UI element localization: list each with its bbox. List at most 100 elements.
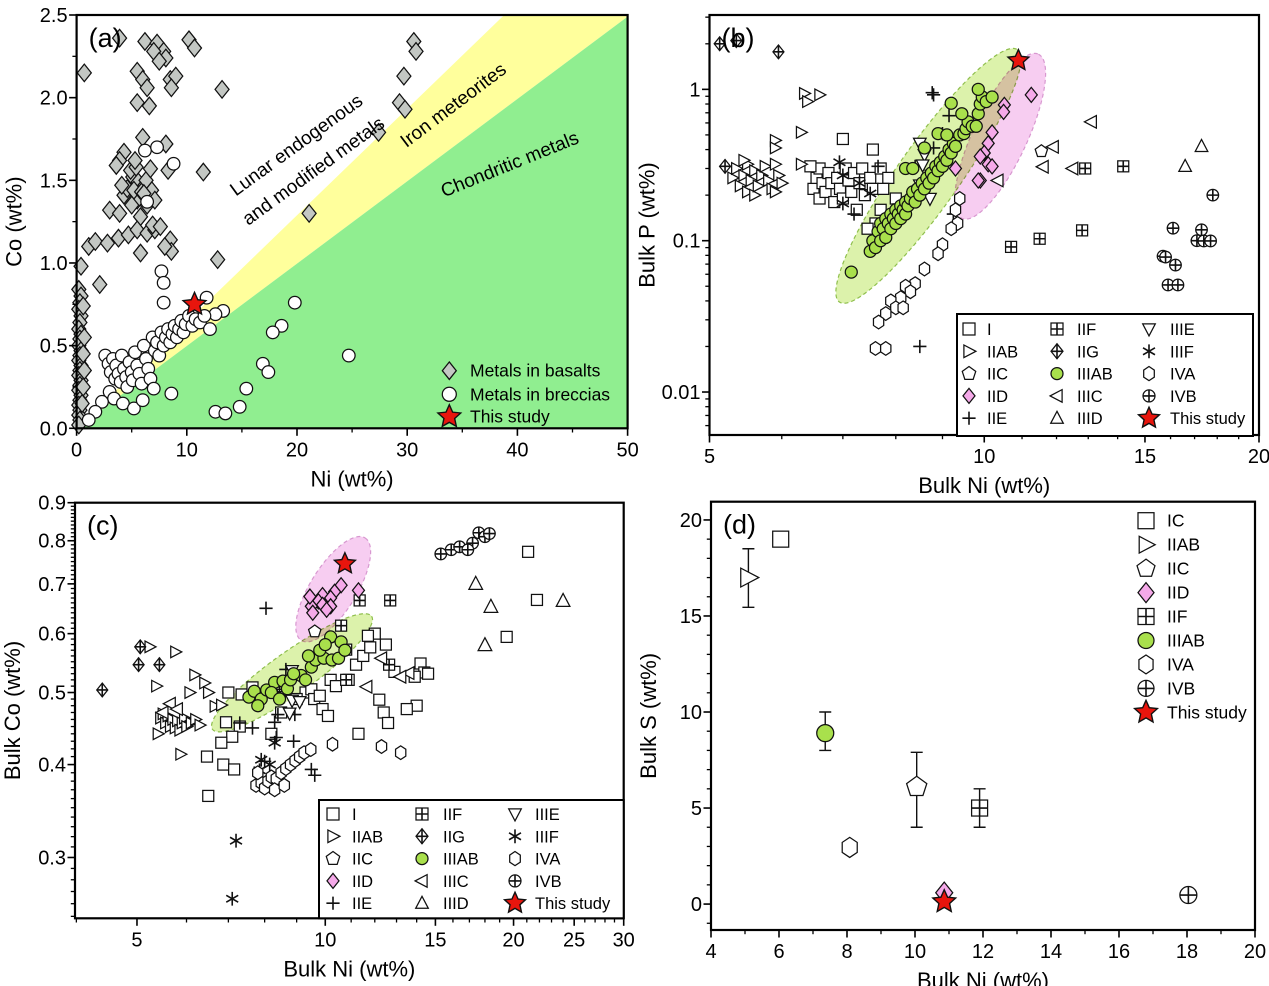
marker-IIAB	[184, 685, 198, 700]
marker-IIE	[847, 207, 861, 221]
legend-item-IIID: IIID	[414, 894, 469, 913]
marker-I	[349, 658, 363, 671]
y-tick-label: 1.5	[40, 170, 68, 192]
y-tick-label: 0.9	[38, 493, 66, 515]
marker-basalts	[163, 77, 180, 98]
marker-IVA	[918, 261, 931, 277]
marker-breccias	[81, 413, 96, 427]
marker-IIIAB	[906, 161, 920, 176]
marker-IIAB	[727, 171, 741, 185]
x-tick-label: 30	[613, 929, 635, 951]
marker-study	[181, 290, 208, 316]
marker-breccias	[137, 143, 152, 158]
marker-IIG	[133, 657, 145, 672]
marker-basalts	[75, 296, 92, 316]
marker-IVB	[1179, 886, 1197, 904]
series-This study	[181, 290, 208, 316]
marker-breccias	[341, 348, 356, 363]
legend-label: IIIF	[535, 828, 559, 846]
legend-label: I	[987, 321, 992, 339]
series-IIF	[970, 788, 989, 828]
marker-IIIAB	[251, 699, 265, 713]
marker-IIIAB	[298, 673, 313, 687]
marker-I	[361, 629, 375, 642]
legend-item-breccias: Metals in breccias	[441, 384, 610, 404]
legend-label: IVB	[1167, 678, 1195, 698]
marker-IVA	[904, 284, 917, 300]
marker-IIE	[259, 601, 273, 615]
x-tick-label: 25	[563, 929, 585, 951]
marker-IIE	[308, 768, 322, 782]
marker-IIE	[871, 159, 885, 173]
marker-basalts	[301, 203, 317, 224]
marker-IIID	[477, 636, 493, 652]
legend-item-IIIAB: IIIAB	[415, 851, 479, 869]
marker-IIAB	[151, 679, 165, 693]
legend-item-IC: IC	[1137, 511, 1185, 531]
y-tick-label: 0.7	[38, 574, 66, 596]
series-Metals in breccias	[81, 140, 356, 427]
legend-label: IVA	[535, 851, 560, 869]
marker-IIID	[555, 592, 571, 608]
marker-basalts	[195, 162, 212, 182]
marker-IIF	[335, 620, 347, 632]
marker-I	[500, 630, 513, 644]
legend-label: IID	[1167, 583, 1189, 603]
y-tick-label: 10	[680, 702, 702, 724]
legend-item-IIIAB: IIIAB	[1137, 631, 1205, 651]
marker-IIAB	[202, 685, 216, 700]
x-tick-label: 14	[1040, 941, 1062, 963]
marker-I	[400, 702, 413, 716]
legend-marker-IIID	[1049, 409, 1065, 424]
marker-IIAB	[795, 157, 809, 172]
marker-IID	[985, 157, 999, 175]
marker-IVA	[869, 340, 882, 357]
legend-marker-study	[502, 890, 528, 914]
y-tick-label: 0.01	[662, 382, 701, 404]
marker-IIC	[905, 775, 928, 797]
marker-IIID	[467, 575, 484, 591]
x-tick-label: 16	[1108, 941, 1130, 963]
legend-label: IIIAB	[443, 851, 479, 869]
marker-IIIC	[400, 665, 415, 681]
panel-letter: (b)	[722, 23, 755, 53]
y-tick-label: 1.0	[40, 253, 68, 275]
y-tick-label: 0.4	[38, 755, 66, 777]
legend-marker-I	[962, 322, 976, 336]
x-tick-label: 10	[176, 439, 198, 461]
legend-label: IIID	[1077, 410, 1103, 428]
x-tick-label: 20	[1248, 446, 1269, 468]
marker-IIF	[1117, 160, 1129, 172]
marker-IC	[772, 530, 790, 548]
marker-IIAB	[749, 163, 763, 178]
legend-label: IIAB	[352, 828, 383, 846]
legend-label: IIIE	[1170, 321, 1195, 339]
legend-item-IID: IID	[326, 872, 373, 891]
marker-I	[321, 709, 335, 723]
legend-marker-IIF	[416, 808, 428, 820]
marker-IIIC	[169, 701, 184, 717]
legend-marker-IIE	[962, 411, 976, 425]
marker-I	[313, 689, 326, 702]
legend-item-IVA: IVA	[1143, 366, 1195, 384]
marker-IVB	[462, 543, 474, 556]
marker-I	[521, 545, 535, 558]
marker-IIAB	[769, 141, 783, 155]
marker-I	[215, 736, 228, 749]
y-tick-label: 0.5	[40, 336, 68, 358]
legend-item-IIIC: IIIC	[1048, 388, 1103, 406]
legend-label: IID	[352, 873, 373, 891]
legend-marker-IVA	[1138, 654, 1154, 675]
marker-basalts	[132, 243, 149, 263]
x-tick-label: 10	[904, 941, 926, 963]
marker-IIIAB	[971, 82, 985, 96]
marker-IIG	[134, 639, 146, 654]
marker-IIIF	[225, 891, 239, 906]
legend-item-IIC: IIC	[1136, 558, 1189, 579]
legend-item-IVB: IVB	[1137, 678, 1195, 698]
legend-item-I: I	[326, 806, 357, 824]
marker-IIIC	[1044, 139, 1059, 155]
marker-IIF	[1005, 241, 1017, 253]
marker-I	[217, 758, 230, 771]
